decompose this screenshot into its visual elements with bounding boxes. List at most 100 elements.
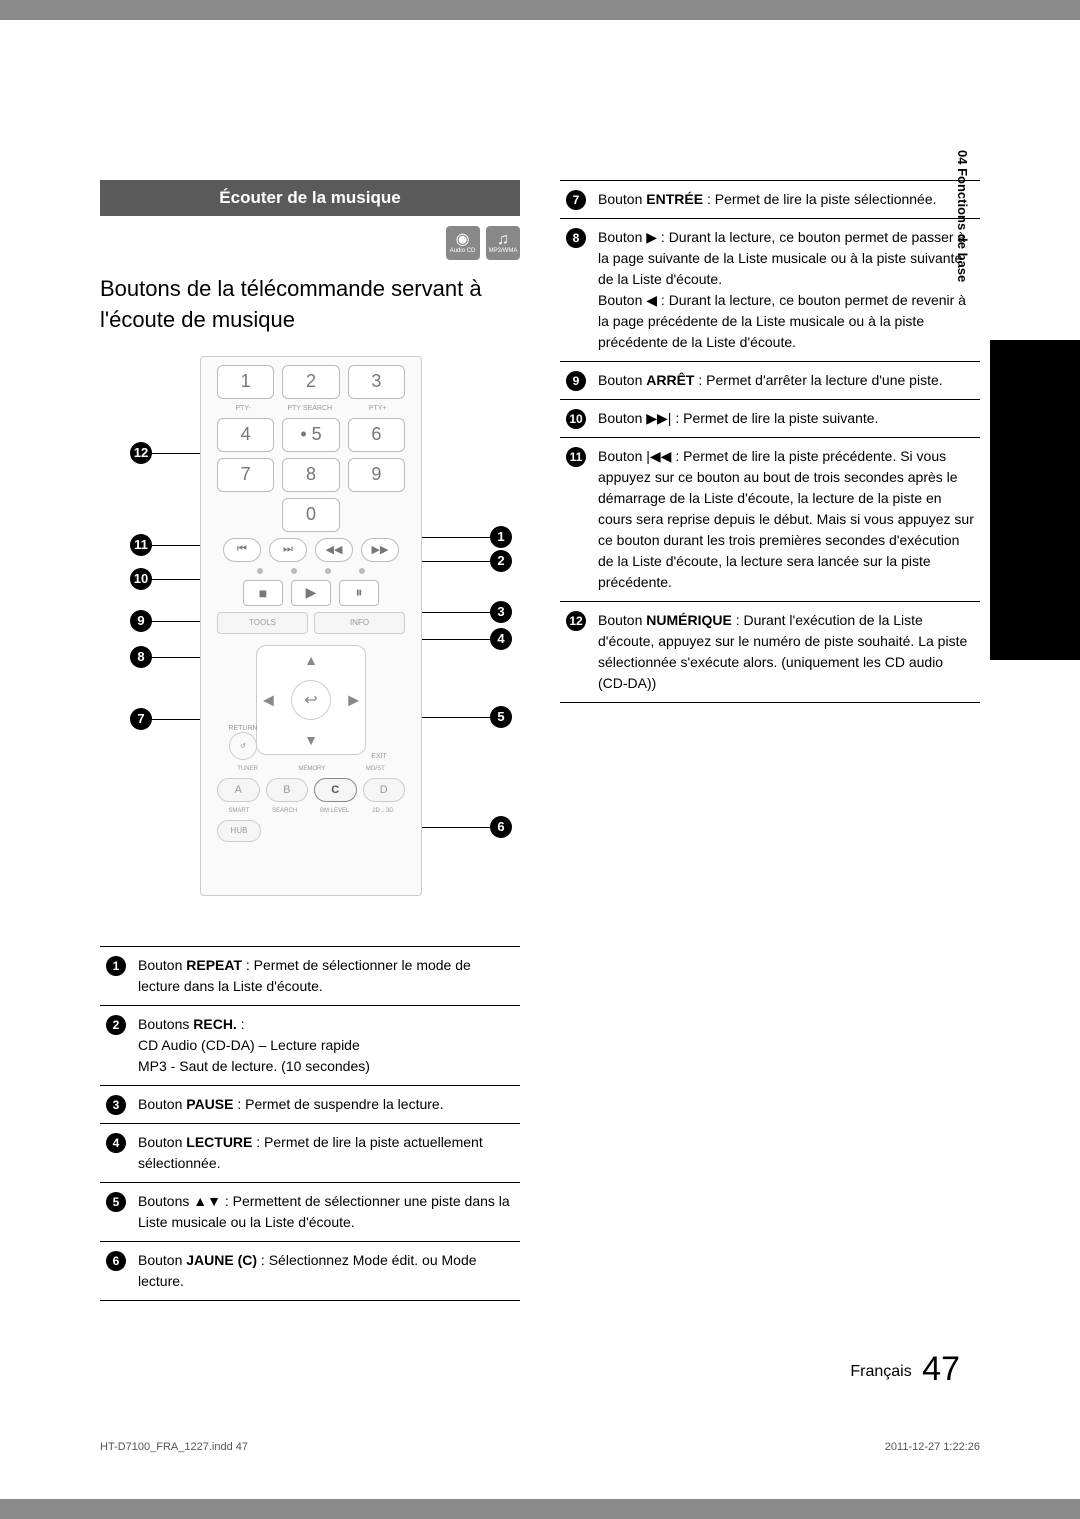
mp3-wma-icon: ♫ MP3/WMA [486, 226, 520, 260]
key-5: • 5 [282, 418, 339, 452]
desc-number-cell: 11 [560, 438, 592, 602]
desc-row: 12Bouton NUMÉRIQUE : Durant l'exécution … [560, 602, 980, 703]
key-8: 8 [282, 458, 339, 492]
desc-text-cell: Bouton PAUSE : Permet de suspendre la le… [132, 1085, 520, 1123]
c-button: C [314, 778, 357, 802]
desc-number-cell: 4 [100, 1123, 132, 1182]
desc-row: 6Bouton JAUNE (C) : Sélectionnez Mode éd… [100, 1241, 520, 1300]
callout-leader-line [422, 639, 490, 640]
numpad-row: 4 • 5 6 [217, 418, 405, 452]
d-button: D [363, 778, 406, 802]
exit-button: EXIT [359, 753, 399, 760]
tiny-labels-top: TUNER MEMORY MO/ST [217, 766, 405, 772]
numpad-row: 1 2 3 [217, 365, 405, 399]
dpad-down-icon: ▼ [304, 732, 318, 748]
numpad-row: 0 [217, 498, 405, 532]
callout-number-icon: 3 [106, 1095, 126, 1115]
dpad-area: ▲ ▼ ◀ ▶ ↩ RETURN ↺ EXIT [217, 640, 405, 760]
callout-circle: 12 [130, 442, 152, 464]
dpad: ▲ ▼ ◀ ▶ ↩ [256, 645, 366, 755]
desc-number-cell: 6 [100, 1241, 132, 1300]
desc-row: 7 Bouton ENTRÉE : Permet de lire la piste… [560, 181, 980, 219]
stop-icon: ■ [243, 580, 283, 606]
indicator-dots [217, 568, 405, 574]
key-9: 9 [348, 458, 405, 492]
format-icons: ◉ Audio CD ♫ MP3/WMA [100, 226, 520, 260]
desc-text-cell: Boutons ▲▼ : Permettent de sélectionner … [132, 1182, 520, 1241]
callout-circle: 3 [490, 601, 512, 623]
callout-number-icon: 10 [566, 409, 586, 429]
callout-leader-line [422, 717, 490, 718]
callout-number-icon: 9 [566, 371, 586, 391]
desc-row: 8Bouton ▶ : Durant la lecture, ce bouton… [560, 219, 980, 362]
audio-cd-icon: ◉ Audio CD [446, 226, 480, 260]
callout-number-icon: 12 [566, 611, 586, 631]
callout-number-icon: 7 [566, 190, 586, 210]
tools-info-row: TOOLS INFO [217, 612, 405, 634]
prev-track-icon: ⏮ [223, 538, 261, 562]
a-button: A [217, 778, 260, 802]
play-icon: ▶ [291, 580, 331, 606]
return-button: RETURN ↺ [223, 725, 263, 760]
section-side-tab: 04 Fonctions de base [955, 150, 970, 282]
dpad-left-icon: ◀ [263, 691, 274, 708]
callout-leader-line [152, 545, 200, 546]
tools-button: TOOLS [217, 612, 308, 634]
callout-number-icon: 8 [566, 228, 586, 248]
callout-circle: 4 [490, 628, 512, 650]
print-meta-line: HT-D7100_FRA_1227.indd 47 2011-12-27 1:2… [100, 1441, 980, 1453]
desc-row: 9Bouton ARRÊT : Permet d'arrêter la lect… [560, 362, 980, 400]
right-column: 7 Bouton ENTRÉE : Permet de lire la piste… [560, 180, 980, 1301]
callout-circle: 8 [130, 646, 152, 668]
desc-number-cell: 12 [560, 602, 592, 703]
two-column-layout: Écouter de la musique ◉ Audio CD ♫ MP3/W… [100, 180, 980, 1301]
desc-text-cell: Bouton LECTURE : Permet de lire la piste… [132, 1123, 520, 1182]
callout-circle: 10 [130, 568, 152, 590]
rewind-icon: ◀◀ [315, 538, 353, 562]
section-subhead: Boutons de la télécommande servant à l'é… [100, 274, 520, 336]
desc-row: 4 Bouton LECTURE : Permet de lire la pist… [100, 1123, 520, 1182]
callout-leader-line [422, 537, 490, 538]
desc-text-cell: Bouton ▶▶| : Permet de lire la piste sui… [592, 400, 980, 438]
callout-leader-line [152, 621, 200, 622]
desc-text-cell: Bouton REPEAT : Permet de sélectionner l… [132, 946, 520, 1005]
print-timestamp: 2011-12-27 1:22:26 [885, 1441, 980, 1453]
callout-leader-line [422, 612, 490, 613]
key-3: 3 [348, 365, 405, 399]
pause-icon: ⏸ [339, 580, 379, 606]
footer-page-number: 47 [922, 1350, 960, 1388]
callout-number-icon: 4 [106, 1133, 126, 1153]
key-0: 0 [282, 498, 339, 532]
fast-forward-icon: ▶▶ [361, 538, 399, 562]
key-7: 7 [217, 458, 274, 492]
description-table-right: 7 Bouton ENTRÉE : Permet de lire la piste… [560, 180, 980, 703]
callout-circle: 6 [490, 816, 512, 838]
callout-leader-line [152, 719, 200, 720]
key-4: 4 [217, 418, 274, 452]
callout-leader-line [152, 579, 200, 580]
callout-leader-line [422, 561, 490, 562]
dpad-up-icon: ▲ [304, 652, 318, 668]
desc-text-cell: Bouton |◀◀ : Permet de lire la piste pré… [592, 438, 980, 602]
desc-number-cell: 1 [100, 946, 132, 1005]
callout-number-icon: 6 [106, 1251, 126, 1271]
desc-number-cell: 2 [100, 1005, 132, 1085]
play-control-row: ■ ▶ ⏸ [217, 580, 405, 606]
desc-row: 3 Bouton PAUSE : Permet de suspendre la l… [100, 1085, 520, 1123]
desc-text-cell: Bouton ENTRÉE : Permet de lire la piste … [592, 181, 980, 219]
callout-circle: 2 [490, 550, 512, 572]
callout-circle: 5 [490, 706, 512, 728]
callout-circle: 11 [130, 534, 152, 556]
key-1: 1 [217, 365, 274, 399]
color-buttons-row: A B C D [217, 778, 405, 802]
desc-number-cell: 7 [560, 181, 592, 219]
callout-number-icon: 11 [566, 447, 586, 467]
info-button: INFO [314, 612, 405, 634]
track-row: ⏮ ⏭ ◀◀ ▶▶ [217, 538, 405, 562]
callout-circle: 9 [130, 610, 152, 632]
page-footer: Français 47 [850, 1350, 960, 1389]
desc-row: 5Boutons ▲▼ : Permettent de sélectionner… [100, 1182, 520, 1241]
desc-row: 10 Bouton ▶▶| : Permet de lire la piste s… [560, 400, 980, 438]
desc-row: 2Boutons RECH. :CD Audio (CD-DA) – Lectu… [100, 1005, 520, 1085]
footer-language: Français [850, 1363, 911, 1380]
